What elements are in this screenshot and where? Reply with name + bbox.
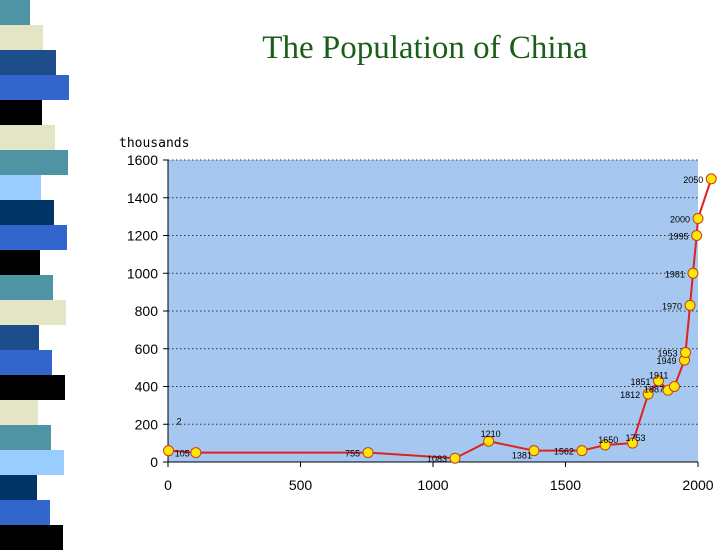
y-tick-label: 800 bbox=[135, 303, 159, 319]
data-point bbox=[528, 445, 540, 457]
data-point bbox=[687, 267, 699, 279]
data-label: 1911 bbox=[649, 371, 668, 381]
data-label: 2000 bbox=[670, 215, 690, 225]
data-point bbox=[362, 447, 374, 459]
x-tick-label: 0 bbox=[164, 477, 172, 493]
y-tick-label: 200 bbox=[135, 416, 159, 432]
data-label: 1812 bbox=[620, 390, 640, 400]
data-point bbox=[691, 230, 703, 241]
data-label: 1210 bbox=[481, 429, 501, 439]
data-label: 1753 bbox=[626, 433, 646, 443]
stripe-segment bbox=[0, 225, 67, 250]
stripe-segment bbox=[0, 100, 42, 125]
data-point bbox=[599, 439, 611, 451]
stripe-segment bbox=[0, 375, 65, 400]
y-tick-label: 0 bbox=[150, 454, 158, 470]
data-point bbox=[653, 375, 665, 387]
stripe-segment bbox=[0, 250, 40, 275]
stripe-segment bbox=[0, 350, 52, 375]
data-label: 755 bbox=[345, 449, 360, 459]
data-point bbox=[680, 347, 692, 359]
data-point bbox=[576, 445, 588, 457]
stripe-segment bbox=[0, 150, 68, 175]
y-tick-label: 400 bbox=[135, 379, 159, 395]
x-tick-label: 500 bbox=[289, 477, 313, 493]
stripe-segment bbox=[0, 300, 66, 325]
data-label: 1562 bbox=[554, 447, 574, 457]
data-point bbox=[684, 299, 696, 311]
data-label: 1887 bbox=[644, 384, 664, 394]
stripe-segment bbox=[0, 75, 69, 100]
x-tick-label: 1500 bbox=[550, 477, 581, 493]
y-tick-label: 600 bbox=[135, 341, 159, 357]
stripe-segment bbox=[0, 175, 41, 200]
stripe-segment bbox=[0, 0, 30, 25]
data-label: 1995 bbox=[669, 232, 689, 242]
stripe-segment bbox=[0, 50, 56, 75]
data-label: 1083 bbox=[427, 454, 447, 464]
data-label: 1650 bbox=[598, 435, 618, 445]
stripe-segment bbox=[0, 200, 54, 225]
data-point bbox=[668, 381, 680, 392]
data-label: 2050 bbox=[683, 175, 703, 185]
data-label: 1381 bbox=[512, 451, 532, 461]
stripe-segment bbox=[0, 275, 53, 300]
stripe-segment bbox=[0, 125, 55, 150]
data-point bbox=[627, 437, 639, 449]
data-label: 1981 bbox=[665, 269, 685, 279]
page-title: The Population of China bbox=[262, 30, 588, 66]
y-tick-label: 1600 bbox=[127, 152, 158, 168]
data-label: 105 bbox=[175, 449, 190, 459]
stripe-segment bbox=[0, 475, 37, 500]
data-point bbox=[642, 388, 654, 400]
data-point bbox=[449, 452, 461, 464]
y-tick-label: 1400 bbox=[127, 190, 158, 206]
stripe-segment bbox=[0, 500, 50, 525]
data-label: 1953 bbox=[658, 349, 678, 359]
data-point bbox=[163, 445, 175, 457]
stripe-segment bbox=[0, 325, 39, 350]
data-point bbox=[190, 447, 202, 459]
y-axis-unit-label: thousands bbox=[119, 136, 190, 151]
stripe-segment bbox=[0, 400, 38, 425]
stripe-segment bbox=[0, 450, 64, 475]
data-label: 1949 bbox=[656, 356, 676, 366]
data-label: 2 bbox=[177, 417, 182, 427]
x-tick-label: 2000 bbox=[682, 477, 713, 493]
data-point bbox=[692, 213, 704, 225]
stripe-segment bbox=[0, 425, 51, 450]
data-label: 1851 bbox=[630, 377, 650, 387]
data-label: 1970 bbox=[662, 301, 682, 311]
y-tick-label: 1200 bbox=[127, 228, 158, 244]
y-tick-label: 1000 bbox=[127, 265, 158, 281]
data-point bbox=[705, 173, 717, 185]
x-tick-label: 1000 bbox=[417, 477, 448, 493]
stripe-segment bbox=[0, 25, 43, 50]
decorative-stripe bbox=[0, 0, 70, 550]
data-point bbox=[483, 435, 495, 447]
